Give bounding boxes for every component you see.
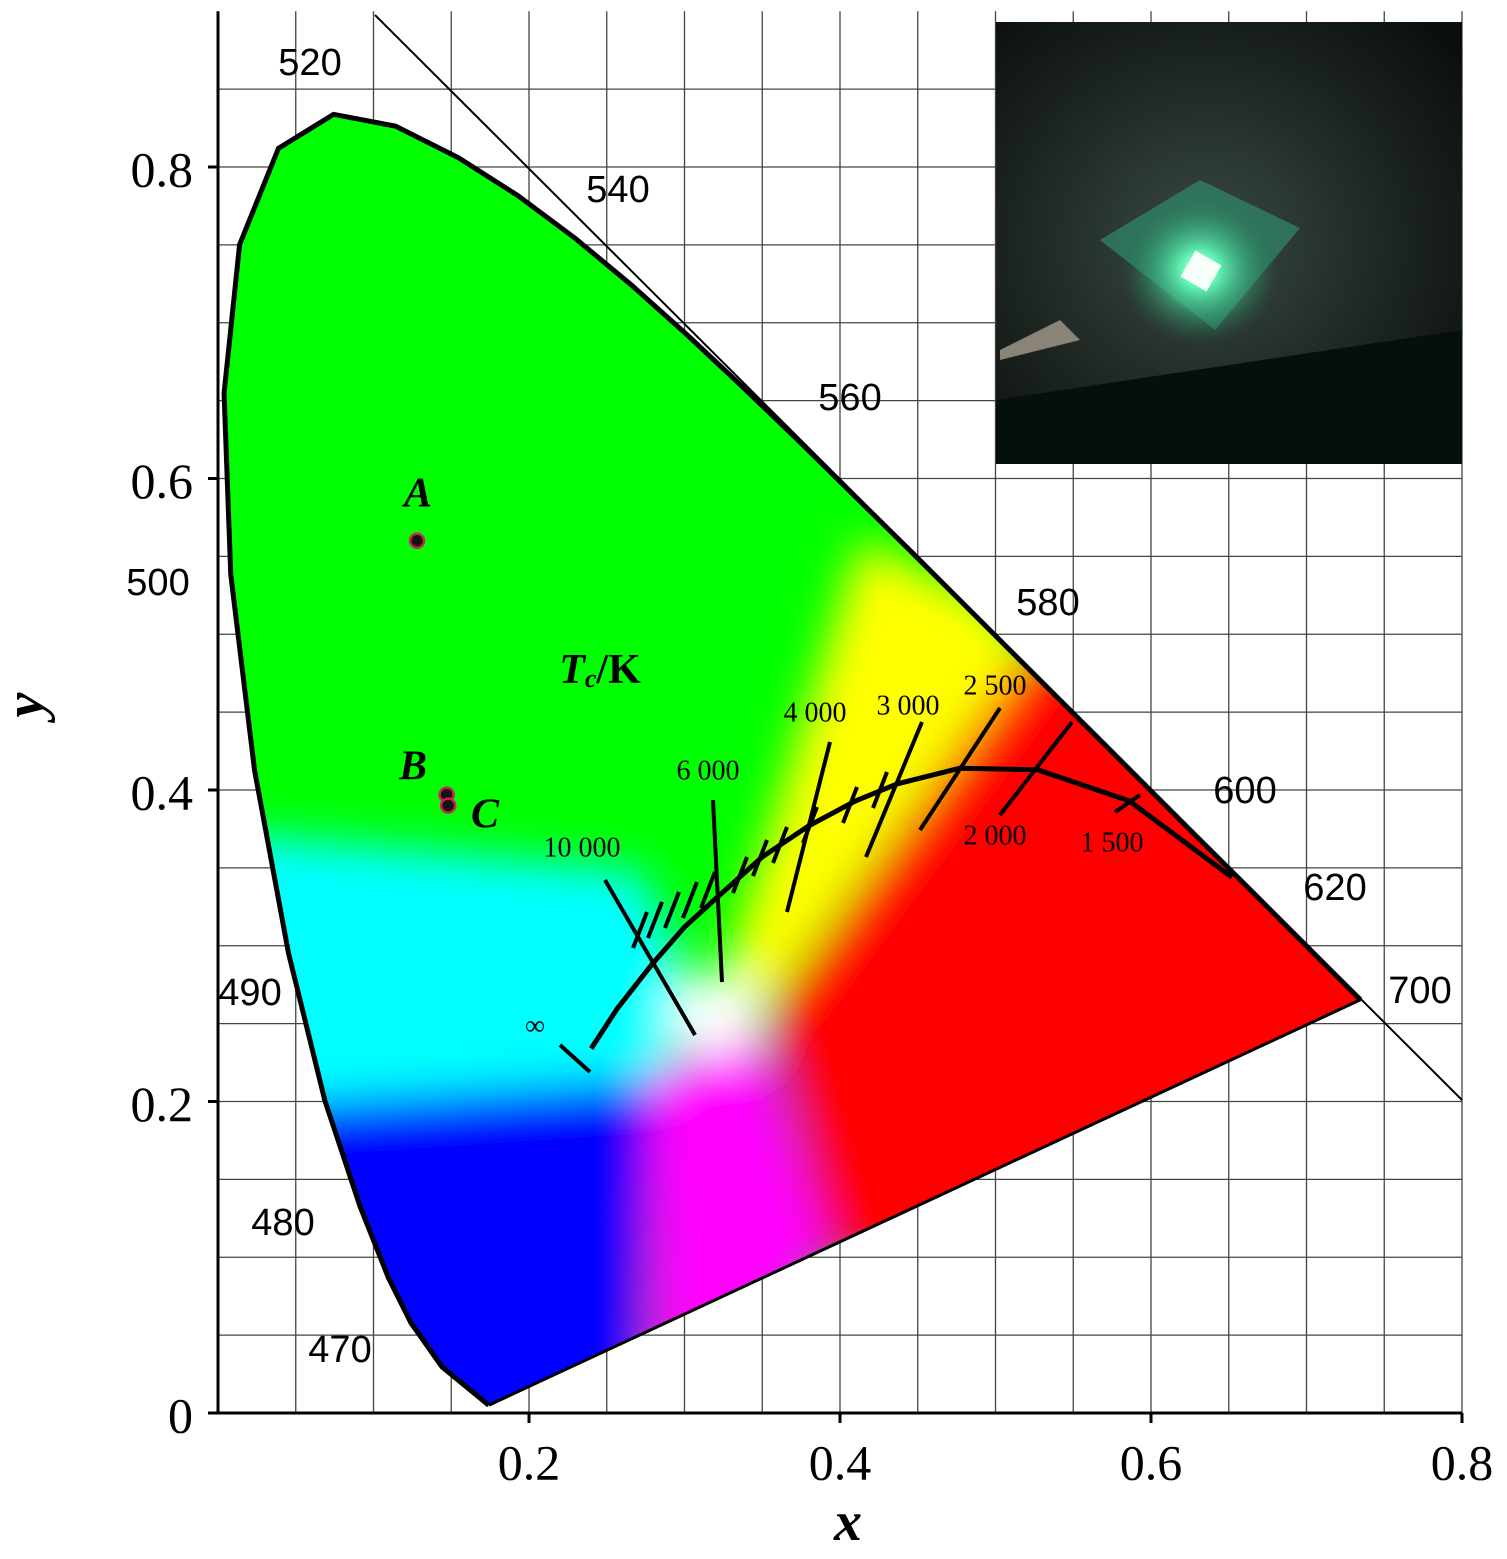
- wavelength-label: 480: [251, 1202, 314, 1244]
- wavelength-label: 560: [818, 377, 881, 419]
- isotherm: [711, 799, 724, 983]
- isotherm-tick: [646, 901, 664, 939]
- wavelength-label: 520: [278, 42, 341, 84]
- temperature-title-unit: /K: [595, 647, 641, 693]
- wavelength-label: 580: [1016, 582, 1079, 624]
- isotherm-tick: [751, 839, 769, 877]
- spectral-locus: [221, 111, 1363, 1408]
- isotherm-tick: [699, 871, 717, 909]
- isotherm: [1113, 793, 1142, 814]
- temperature-title-sub: c: [585, 664, 597, 693]
- temperature-label: ∞: [525, 1010, 545, 1041]
- purple-line: [488, 998, 1362, 1407]
- isotherm: [918, 706, 1002, 832]
- point: [408, 532, 426, 550]
- isotherm-tick: [631, 911, 649, 949]
- x-tick-label: 0.6: [1120, 1434, 1183, 1490]
- wavelength-label: 620: [1303, 867, 1366, 909]
- wavelength-label: 490: [218, 972, 281, 1014]
- isotherm-tick: [871, 771, 889, 809]
- wavelength-label: 500: [126, 562, 189, 604]
- temperature-label: 2 000: [964, 820, 1027, 851]
- y-axis-label: y: [0, 691, 56, 723]
- y-tick-label: 0.8: [131, 141, 194, 197]
- temperature-label: 10 000: [544, 832, 621, 863]
- temperature-label: 2 500: [964, 670, 1027, 701]
- isotherm-tick: [663, 891, 681, 929]
- point-label: C: [471, 792, 500, 838]
- temperature-label: 1 500: [1081, 827, 1144, 858]
- isotherm: [558, 1043, 592, 1074]
- isotherm-tick: [841, 786, 859, 824]
- y-tick-label: 0: [168, 1387, 193, 1443]
- x-tick-label: 0.2: [498, 1434, 561, 1490]
- isotherm-tick: [801, 806, 819, 844]
- temperature-title-main: T: [559, 647, 587, 693]
- wavelength-label: 700: [1388, 970, 1451, 1012]
- point: [439, 797, 457, 814]
- y-tick-label: 0.6: [131, 453, 194, 509]
- y-tick-label: 0.4: [131, 764, 194, 820]
- isotherm: [603, 878, 697, 1037]
- isotherm-tick: [731, 856, 749, 894]
- x-tick-label: 0.8: [1431, 1434, 1494, 1490]
- x-axis-label: x: [833, 1491, 862, 1553]
- inset-photo: [996, 22, 1462, 464]
- wavelength-label: 540: [586, 169, 649, 211]
- isotherm: [998, 720, 1074, 817]
- isotherm-tick: [771, 826, 789, 864]
- wavelength-label: 470: [308, 1329, 371, 1371]
- point-label: B: [398, 744, 427, 790]
- y-tick-label: 0.2: [131, 1076, 194, 1132]
- temperature-label: 4 000: [784, 697, 847, 728]
- isotherm: [864, 721, 924, 858]
- temperature-title: Tc/K: [559, 647, 641, 693]
- temperature-label: 6 000: [677, 755, 740, 786]
- temperature-label: 3 000: [877, 690, 940, 721]
- x-tick-label: 0.4: [809, 1434, 872, 1490]
- point-label: A: [401, 471, 432, 517]
- wavelength-label: 600: [1213, 770, 1276, 812]
- isotherm-tick: [681, 881, 699, 919]
